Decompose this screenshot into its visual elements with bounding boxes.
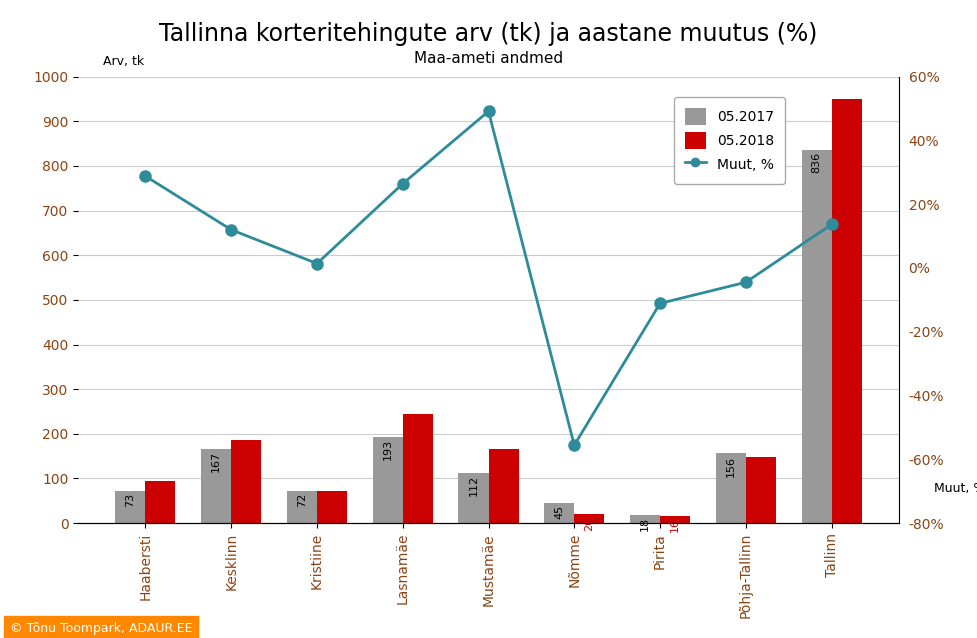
Text: 836: 836 [812,152,822,173]
Bar [716,454,745,523]
Bar [745,457,776,523]
Bar [458,473,488,523]
Text: 94: 94 [155,484,165,498]
Text: 167: 167 [498,451,508,472]
Bar [146,481,176,523]
Text: 16: 16 [670,518,680,532]
Text: 45: 45 [554,505,565,519]
Bar [801,150,831,523]
Bar [317,491,347,523]
Bar [574,514,604,523]
Bar [115,491,146,523]
Bar [201,449,232,523]
Text: 244: 244 [412,417,423,438]
Bar [831,99,862,523]
Bar [232,440,261,523]
Text: 156: 156 [726,456,736,477]
Text: Maa-ameti andmed: Maa-ameti andmed [414,51,563,66]
Text: Arv, tk: Arv, tk [103,55,144,68]
Bar [488,449,519,523]
Text: 149: 149 [756,459,766,480]
Text: 20: 20 [584,517,594,531]
Text: 950: 950 [841,101,852,122]
Text: 18: 18 [640,517,650,531]
Text: Muut, %: Muut, % [934,482,977,495]
Text: Tallinna korteritehingute arv (tk) ja aastane muutus (%): Tallinna korteritehingute arv (tk) ja aa… [159,22,818,47]
Bar [660,516,690,523]
Bar [403,414,433,523]
Text: 167: 167 [211,451,221,472]
Text: 193: 193 [383,439,393,461]
Text: 187: 187 [241,442,251,463]
Bar [373,437,403,523]
Bar [630,515,660,523]
Text: 73: 73 [327,493,337,507]
Text: 72: 72 [297,493,307,507]
Text: © Tõnu Toompark, ADAUR.EE: © Tõnu Toompark, ADAUR.EE [10,622,192,635]
Legend: 05.2017, 05.2018, Muut, %: 05.2017, 05.2018, Muut, % [674,97,786,184]
Text: 73: 73 [125,493,136,507]
Bar [544,503,574,523]
Bar [287,491,317,523]
Text: 112: 112 [469,475,479,496]
